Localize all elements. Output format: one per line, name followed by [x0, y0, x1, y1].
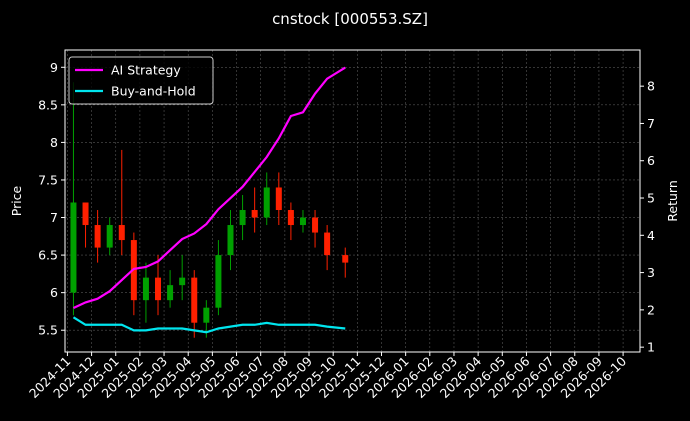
candle-body	[155, 277, 162, 301]
y-axis-label: Price	[9, 185, 24, 216]
candle-body	[167, 285, 174, 301]
candle-body	[203, 307, 210, 323]
y2-tick-label: 2	[647, 302, 655, 317]
chart-title: cnstock [000553.SZ]	[272, 10, 428, 28]
candle-body	[275, 187, 282, 211]
candle-body	[106, 225, 113, 248]
candle-body	[191, 277, 198, 323]
candle-body	[179, 277, 186, 286]
y-tick-label: 8	[50, 135, 58, 150]
candle-body	[82, 202, 89, 226]
legend-label: Buy-and-Hold	[111, 84, 196, 99]
candle-body	[287, 210, 294, 226]
y-tick-label: 5.5	[38, 323, 58, 338]
candle-body	[312, 217, 319, 233]
y2-tick-label: 5	[647, 191, 655, 206]
legend-box	[68, 56, 214, 105]
plot-frame	[64, 49, 641, 353]
y2-tick-label: 7	[647, 116, 655, 131]
y-tick-label: 8.5	[38, 97, 58, 112]
candle-body	[118, 225, 125, 241]
candle-body	[142, 277, 149, 301]
y2-tick-label: 1	[647, 340, 655, 355]
candle-body	[342, 255, 349, 263]
y-tick-label: 7.5	[38, 172, 58, 187]
candle-body	[299, 217, 306, 226]
candle-body	[94, 225, 101, 248]
candle-body	[251, 210, 258, 218]
y2-tick-label: 4	[647, 228, 655, 243]
legend-label: AI Strategy	[111, 63, 181, 78]
line	[72, 66, 346, 310]
candle-body	[70, 202, 77, 293]
y-tick-label: 7	[50, 210, 58, 225]
candle-body	[215, 255, 222, 308]
y2-tick-label: 6	[647, 153, 655, 168]
line	[72, 316, 346, 334]
candle-body	[324, 232, 331, 256]
y2-axis-label: Return	[665, 180, 680, 221]
y2-tick-label: 8	[647, 79, 655, 94]
candle-body	[263, 187, 270, 218]
y-tick-label: 6.5	[38, 248, 58, 263]
candle-body	[227, 225, 234, 256]
y-tick-label: 9	[50, 60, 58, 75]
y-tick-label: 6	[50, 285, 58, 300]
y2-tick-label: 3	[647, 265, 655, 280]
candle-body	[239, 210, 246, 226]
